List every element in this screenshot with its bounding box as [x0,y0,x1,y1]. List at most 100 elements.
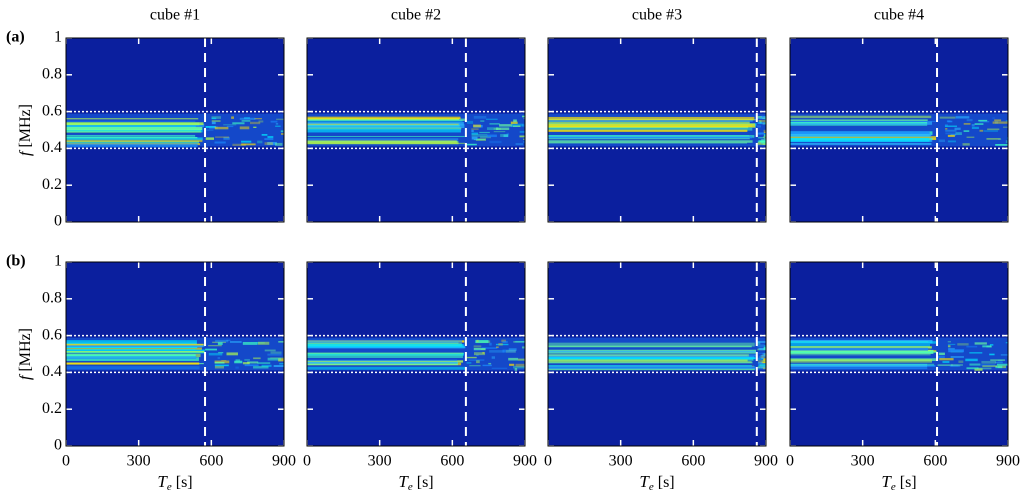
heatmap-streak [790,138,931,142]
heatmap-streak [790,367,928,370]
heatmap-speckle [229,341,242,343]
heatmap-speckle [513,125,521,127]
heatmap-speckle [758,357,764,361]
x-tick-label: 0 [303,453,311,470]
heatmap-streak [66,126,203,130]
heatmap-speckle [496,346,499,348]
heatmap-speckle [486,127,499,130]
y-axis-label: f[MHz] [17,104,34,156]
heatmap-speckle [954,127,961,130]
x-axis-label-unit: [s] [417,474,434,491]
heatmap-speckle [242,362,250,365]
heatmap-speckle [977,367,992,370]
heatmap-speckle [217,342,223,345]
heatmap-speckle [466,143,477,146]
panel [306,37,526,223]
panel [65,37,285,223]
heatmap-speckle [253,126,257,128]
heatmap-streak [66,122,204,125]
heatmap-speckle [764,137,766,140]
panel [306,261,526,447]
heatmap-speckle [758,352,766,354]
heatmap-speckle [473,345,482,348]
heatmap-speckle [479,131,490,134]
heatmap-speckle [971,124,975,127]
heatmap-speckle [938,352,945,356]
heatmap-speckle [990,359,1006,361]
heatmap-speckle [758,355,766,358]
heatmap-speckle [223,124,237,126]
y-axis-label-unit: [MHz] [17,328,34,372]
heatmap-speckle [982,345,992,348]
heatmap-speckle [205,348,217,351]
heatmap-image [66,38,284,222]
heatmap-speckle [217,357,221,360]
heatmap-speckle [994,121,999,124]
heatmap-speckle [267,353,282,356]
x-tick-label: 600 [923,453,947,470]
heatmap-speckle [499,124,513,127]
heatmap-speckle [995,144,1008,146]
heatmap-speckle [947,341,951,343]
heatmap-speckle [257,341,270,345]
heatmap-speckle [502,349,516,353]
heatmap-speckle [205,129,214,131]
heatmap-speckle [472,124,482,128]
heatmap-speckle [759,119,766,123]
heatmap-speckle [522,138,525,141]
panel-frame [306,261,526,447]
heatmap-speckle [481,347,498,349]
panel-frame [547,261,767,447]
heatmap-speckle [214,141,226,144]
heatmap-speckle [974,368,983,371]
heatmap-speckle [757,340,766,344]
y-axis-label-unit: [MHz] [17,104,34,148]
heatmap-speckle [757,363,766,365]
heatmap-streak [790,119,928,121]
heatmap-streak [548,342,755,347]
heatmap-streak [66,366,200,370]
heatmap-streak [307,117,461,120]
heatmap-streak [66,134,196,137]
heatmap-speckle [264,349,276,352]
heatmap-speckle [473,352,486,356]
heatmap-streak [307,122,464,126]
heatmap-speckle [947,134,955,137]
panel-title: cube #2 [391,7,441,24]
heatmap-image [307,262,525,446]
y-axis-label-symbol: f [17,373,34,380]
heatmap-speckle [476,360,480,364]
heatmap-speckle [214,364,229,367]
heatmap-speckle [761,360,766,363]
heatmap-speckle [521,346,525,349]
heatmap-image [548,38,766,222]
heatmap-speckle [469,365,481,367]
heatmap-speckle [763,358,766,361]
heatmap-speckle [218,352,224,354]
heatmap-speckle [765,354,766,357]
heatmap-speckle [509,363,515,366]
heatmap-speckle [763,137,766,140]
heatmap-speckle [244,358,250,361]
heatmap-speckle [486,134,497,138]
x-tick-label: 300 [851,453,875,470]
x-axis-label-symbol: T [639,472,650,491]
heatmap-speckle [489,123,500,125]
heatmap-speckle [247,361,259,364]
heatmap-speckle [758,366,766,369]
x-tick-label: 300 [127,453,151,470]
heatmap-streak [307,361,458,364]
heatmap-streak [307,360,464,363]
heatmap-speckle [208,345,222,347]
heatmap-speckle [489,350,505,353]
heatmap-streak [548,142,748,144]
heatmap-streak [548,354,757,357]
heatmap-streak [66,357,199,361]
heatmap-speckle [523,117,525,120]
heatmap-speckle [963,130,970,132]
heatmap-speckle [473,115,487,119]
heatmap-speckle [971,126,979,130]
heatmap-streak [66,346,203,348]
heatmap-streak [66,143,198,148]
x-tick-label: 600 [440,453,464,470]
